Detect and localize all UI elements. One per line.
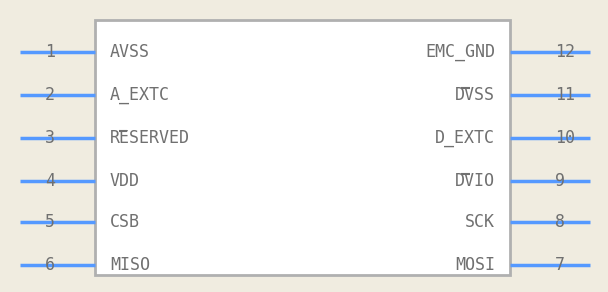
- Bar: [95, 20, 510, 275]
- Text: D_EXTC: D_EXTC: [435, 129, 495, 147]
- Text: 10: 10: [555, 129, 575, 147]
- Text: RESERVED: RESERVED: [110, 129, 190, 147]
- Text: MISO: MISO: [110, 256, 150, 274]
- Text: EMC_GND: EMC_GND: [425, 43, 495, 61]
- Text: 11: 11: [555, 86, 575, 104]
- Text: 5: 5: [45, 213, 55, 231]
- Text: DVIO: DVIO: [455, 172, 495, 190]
- Text: SCK: SCK: [465, 213, 495, 231]
- Text: 6: 6: [45, 256, 55, 274]
- Text: 8: 8: [555, 213, 565, 231]
- Text: 4: 4: [45, 172, 55, 190]
- Text: AVSS: AVSS: [110, 43, 150, 61]
- Text: 7: 7: [555, 256, 565, 274]
- Text: MOSI: MOSI: [455, 256, 495, 274]
- Text: 2: 2: [45, 86, 55, 104]
- Text: 12: 12: [555, 43, 575, 61]
- Text: 1: 1: [45, 43, 55, 61]
- Text: A_EXTC: A_EXTC: [110, 86, 170, 104]
- Text: DVSS: DVSS: [455, 86, 495, 104]
- Text: VDD: VDD: [110, 172, 140, 190]
- Text: 3: 3: [45, 129, 55, 147]
- Text: 9: 9: [555, 172, 565, 190]
- Text: CSB: CSB: [110, 213, 140, 231]
